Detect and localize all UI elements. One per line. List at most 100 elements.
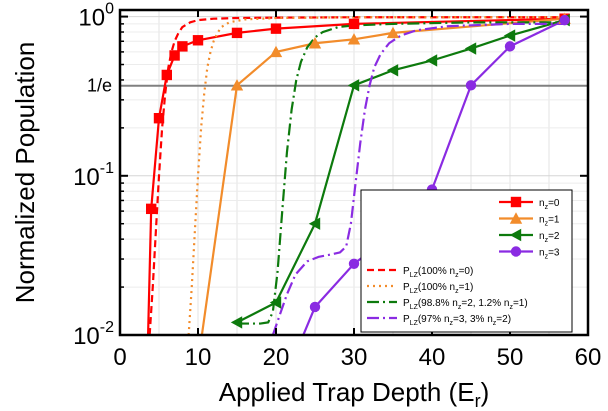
legend-label-main: P <box>403 314 410 325</box>
data-point <box>347 79 360 92</box>
legend-label-sub: z <box>545 221 549 228</box>
data-point <box>269 45 283 58</box>
legend-label: PLZ(100% nz=1) <box>403 282 473 295</box>
legend-marker <box>509 228 522 242</box>
one-over-e-label: 1/e <box>87 76 112 96</box>
legend-label-sub: LZ <box>410 320 419 327</box>
legend-label-main: P <box>403 282 410 293</box>
data-point <box>348 18 360 30</box>
legend-marker <box>510 196 522 208</box>
data-point <box>309 301 321 313</box>
data-point <box>231 27 243 39</box>
legend-label-rest: =2, 1.2% n <box>461 298 509 309</box>
data-point <box>504 41 516 52</box>
legend-label-sub: z <box>545 237 549 244</box>
y-tick-label: 10-2 <box>73 319 114 350</box>
legend-label-rest: (98.8% n <box>418 298 458 309</box>
y-axis-label: Normalized Population <box>10 42 40 304</box>
x-tick-label: 60 <box>575 344 602 371</box>
legend-label: PLZ(97% nz=3, 3% nz=2) <box>403 314 511 327</box>
legend-label-rest: =0 <box>548 198 560 209</box>
y-tick-base: 10 <box>73 164 100 191</box>
legend-label-rest: (100% n <box>418 282 455 293</box>
legend-label: PLZ(100% nz=0) <box>403 266 473 279</box>
legend-label-rest: =3, 3% n <box>453 314 493 325</box>
series-line-plz-1 <box>187 16 565 335</box>
legend-label-end: =1) <box>459 282 474 293</box>
series-line-plz-2 <box>271 22 565 335</box>
legend-label-rest: (100% n <box>418 266 455 277</box>
legend-label-rest: (97% n <box>418 314 450 325</box>
data-point <box>465 80 477 91</box>
legend-label-sub: LZ <box>410 288 419 295</box>
x-tick-label: 10 <box>185 344 212 371</box>
legend-label-main: n <box>539 231 545 242</box>
legend-label-main: n <box>539 215 545 226</box>
data-point <box>464 42 477 55</box>
data-point <box>169 50 180 61</box>
data-point <box>308 37 322 49</box>
legend-label-rest: =1 <box>548 215 560 226</box>
legend-label-main: P <box>403 266 410 277</box>
series-line-plz-0 <box>148 16 565 335</box>
legend-label-sub: z <box>493 320 497 327</box>
legend-label-sub: z <box>450 320 454 327</box>
x-tick-label: 40 <box>419 344 446 371</box>
legend-label-sub: z <box>455 288 459 295</box>
legend-label: nz=3 <box>539 248 560 261</box>
data-point <box>347 33 361 45</box>
legend-label-end: =2) <box>496 314 511 325</box>
data-point <box>230 316 243 329</box>
data-point <box>269 296 282 309</box>
legend-label-rest: =3 <box>548 248 560 259</box>
data-point <box>386 26 400 39</box>
legend-label-sub: z <box>509 304 513 311</box>
legend-label-rest: =2 <box>548 231 560 242</box>
legend-marker <box>509 212 523 224</box>
legend-label: nz=0 <box>539 198 560 211</box>
y-tick-base: 10 <box>78 5 105 32</box>
y-tick-exponent: -2 <box>100 319 114 336</box>
y-tick-exponent: -1 <box>100 160 114 177</box>
legend-label-end: =0) <box>459 266 474 277</box>
x-tick-label: 50 <box>497 344 524 371</box>
data-point <box>425 54 438 67</box>
data-point <box>146 203 157 215</box>
data-point <box>177 41 188 52</box>
x-axis-label-main: Applied Trap Depth (E <box>219 377 475 407</box>
data-point <box>270 23 282 34</box>
legend-marker <box>510 246 522 257</box>
legend-label-main: n <box>539 248 545 259</box>
legend-label: nz=2 <box>539 231 560 244</box>
y-tick-label: 10-1 <box>73 160 114 191</box>
data-point <box>559 14 570 26</box>
legend-label-sub: LZ <box>410 304 419 311</box>
data-point <box>503 29 516 42</box>
x-tick-label: 0 <box>113 344 126 371</box>
legend-label: PLZ(98.8% nz=2, 1.2% nz=1) <box>403 298 528 311</box>
x-tick-label: 30 <box>341 344 368 371</box>
x-axis-label: Applied Trap Depth (Er) <box>219 377 489 411</box>
data-point <box>308 217 321 230</box>
legend-label-sub: z <box>545 204 549 211</box>
x-tick-label: 20 <box>263 344 290 371</box>
legend-label-sub: z <box>455 272 459 279</box>
data-point <box>153 113 165 124</box>
legend-box <box>360 189 573 333</box>
y-tick-exponent: 0 <box>105 1 114 18</box>
legend-label: nz=1 <box>539 215 560 228</box>
data-point <box>161 69 172 81</box>
x-axis-label-close: ) <box>481 377 490 407</box>
data-point <box>386 64 399 77</box>
data-point <box>230 79 244 91</box>
data-point <box>192 35 204 46</box>
legend-label-main: n <box>539 198 545 209</box>
x-axis-label-sub: r <box>475 391 481 411</box>
y-tick-base: 10 <box>73 323 100 350</box>
legend-label-main: P <box>403 298 410 309</box>
y-tick-label: 100 <box>78 1 114 32</box>
legend-label-end: =1) <box>513 298 528 309</box>
